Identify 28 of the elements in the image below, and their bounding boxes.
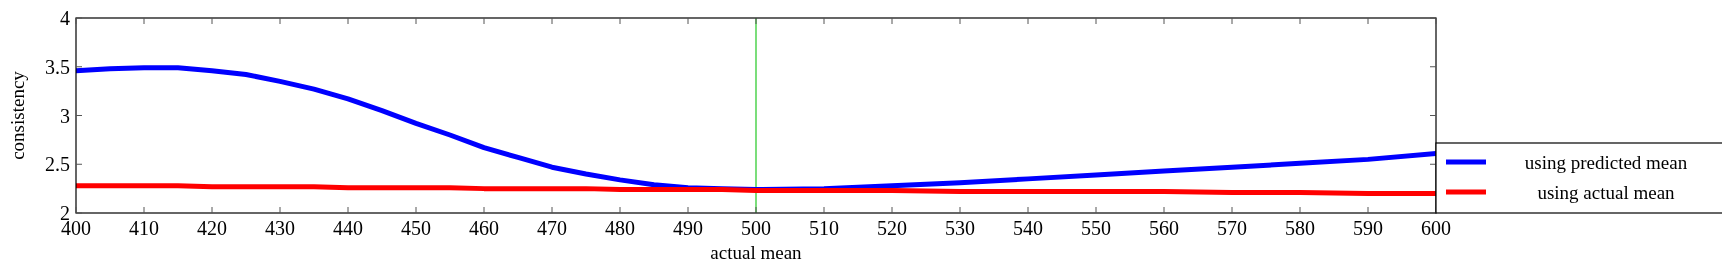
legend-label: using predicted mean — [1524, 151, 1688, 173]
x-tick-label: 480 — [605, 217, 635, 239]
text: using actual mean — [1537, 181, 1676, 203]
x-tick-label: 510 — [809, 217, 839, 239]
x-tick-label: 460 — [469, 217, 499, 239]
y-tick-label: 2.5 — [45, 153, 70, 176]
y-tick-label: 3 — [60, 104, 70, 127]
x-tick-label: 530 — [945, 217, 975, 239]
y-axis-title: consistency — [7, 70, 28, 160]
x-tick-label: 550 — [1081, 217, 1111, 239]
y-tick-label: 3.5 — [45, 55, 70, 78]
x-tick-label: 470 — [537, 217, 567, 239]
x-tick-label: 430 — [265, 217, 295, 239]
x-tick-label: 540 — [1013, 217, 1043, 239]
x-tick-label: 570 — [1217, 217, 1247, 239]
x-tick-label: 450 — [401, 217, 431, 239]
x-tick-label: 600 — [1421, 217, 1451, 239]
x-axis-title: actual mean — [710, 242, 803, 263]
x-tick-label: 520 — [877, 217, 907, 239]
x-tick-label: 490 — [673, 217, 703, 239]
x-tick-label: 440 — [333, 217, 363, 239]
x-tick-label: 590 — [1353, 217, 1383, 239]
x-tick-label: 560 — [1149, 217, 1179, 239]
x-tick-label: 420 — [197, 217, 227, 239]
x-tick-label: 580 — [1285, 217, 1315, 239]
x-tick-label: 500 — [741, 217, 771, 239]
x-tick-label: 410 — [129, 217, 159, 239]
y-tick-label: 4 — [60, 7, 70, 29]
